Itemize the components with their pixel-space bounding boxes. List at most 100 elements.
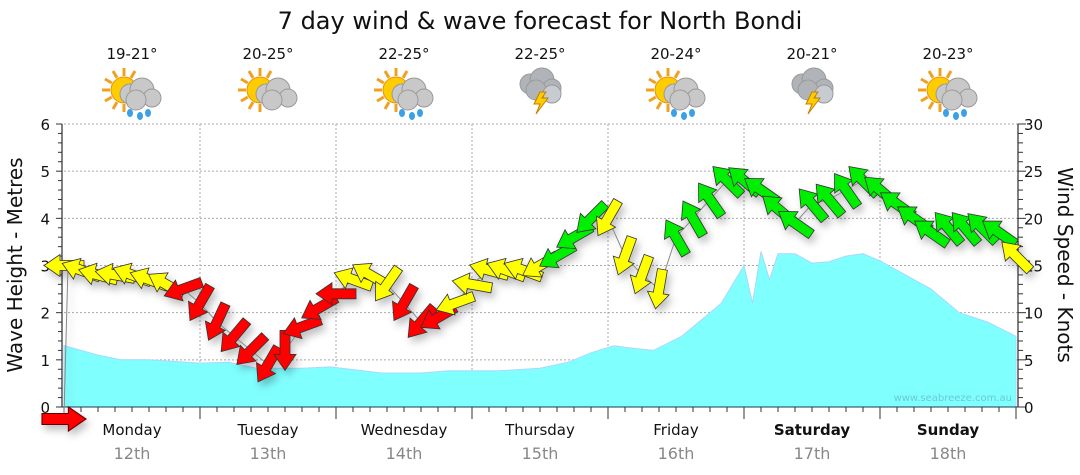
- y2-tick-label: 20: [1024, 210, 1043, 228]
- raindrop-icon: [145, 109, 151, 117]
- wind-arrow: [934, 211, 966, 247]
- sun-ray: [648, 77, 657, 85]
- y-tick-label: 1: [40, 352, 50, 370]
- cloud-puff: [669, 89, 691, 111]
- raindrop-icon: [681, 112, 687, 120]
- wind-arrow: [664, 219, 691, 258]
- day-date: 12th: [114, 444, 151, 463]
- weather-cloud-storm-icon: [519, 67, 562, 115]
- cloud-puff: [261, 89, 283, 111]
- day-temp: 20-21°: [786, 45, 837, 63]
- wind-arrow: [163, 277, 205, 302]
- sun-ray: [945, 70, 953, 79]
- sun-ray: [240, 95, 249, 103]
- sun-ray: [129, 70, 137, 79]
- weather-cloud-storm-icon: [791, 67, 834, 115]
- sun-ray: [927, 70, 935, 79]
- sun-ray: [383, 70, 391, 79]
- day-temp: 20-25°: [242, 45, 293, 63]
- cloud-puff: [397, 89, 419, 111]
- wave-height-area: [63, 251, 1017, 408]
- sun-ray: [655, 101, 663, 110]
- cloud-puff: [125, 89, 147, 111]
- day-name: Saturday: [774, 421, 851, 439]
- day-temp: 22-25°: [514, 45, 565, 63]
- day-date: 18th: [930, 444, 967, 463]
- sun-ray: [104, 95, 113, 103]
- raindrop-icon: [409, 112, 415, 120]
- wind-arrow: [596, 197, 623, 237]
- wind-arrow: [834, 173, 863, 210]
- wind-arrow: [815, 183, 847, 219]
- y2-tick-label: 0: [1024, 399, 1034, 417]
- raindrop-icon: [689, 109, 695, 117]
- sun-ray: [383, 101, 391, 110]
- wind-arrow: [188, 282, 215, 322]
- wind-arrow: [646, 268, 670, 310]
- raindrop-icon: [417, 109, 423, 117]
- day-date: 16th: [658, 444, 695, 463]
- raindrop-icon: [137, 112, 143, 120]
- wind-arrow: [204, 301, 231, 341]
- watermark: www.seabreeze.com.au: [894, 393, 1012, 404]
- chart-title: 7 day wind & wave forecast for North Bon…: [278, 7, 803, 35]
- weather-sun-cloud-icon: [238, 68, 298, 112]
- sun-ray: [111, 70, 119, 79]
- wind-arrow: [451, 272, 494, 296]
- wind-arrow: [220, 317, 252, 353]
- raindrop-icon: [127, 109, 133, 117]
- cloud-icon: [119, 77, 162, 111]
- cloud-puff: [941, 89, 963, 111]
- wind-arrow: [982, 220, 1019, 249]
- sun-ray: [655, 70, 663, 79]
- sun-ray: [247, 70, 255, 79]
- weather-sun-cloud-rain-icon: [646, 68, 706, 120]
- sun-ray: [673, 70, 681, 79]
- wind-arrow: [778, 211, 815, 240]
- weather-sun-cloud-rain-icon: [918, 68, 978, 120]
- y2-tick-label: 25: [1024, 163, 1043, 181]
- day-name: Sunday: [917, 421, 980, 439]
- day-name: Friday: [653, 421, 699, 439]
- wind-arrow: [273, 329, 297, 372]
- sun-ray: [920, 77, 929, 85]
- sun-ray: [927, 101, 935, 110]
- day-name: Monday: [102, 421, 161, 439]
- sun-ray: [111, 101, 119, 110]
- raindrop-icon: [953, 112, 959, 120]
- sun-ray: [376, 77, 385, 85]
- wind-arrow: [375, 264, 404, 302]
- y-tick-label: 0: [40, 399, 50, 417]
- sun-ray: [265, 70, 273, 79]
- day-temp: 22-25°: [378, 45, 429, 63]
- y2-tick-label: 10: [1024, 305, 1043, 323]
- y-tick-label: 2: [40, 305, 50, 323]
- weather-sun-cloud-rain-icon: [374, 68, 434, 120]
- sun-ray: [247, 101, 255, 110]
- sun-ray: [920, 95, 929, 103]
- day-name: Thursday: [504, 421, 575, 439]
- raindrop-icon: [961, 109, 967, 117]
- raindrop-icon: [943, 109, 949, 117]
- wind-arrow: [681, 200, 708, 239]
- cloud-icon: [391, 77, 434, 111]
- day-date: 15th: [522, 444, 559, 463]
- day-temp: 20-23°: [922, 45, 973, 63]
- y2-tick-label: 30: [1024, 116, 1043, 134]
- y2-tick-label: 5: [1024, 352, 1034, 370]
- cloud-icon: [255, 77, 298, 111]
- lightning-icon: [533, 91, 549, 115]
- wind-arrow: [914, 220, 951, 249]
- wind-arrow: [629, 253, 655, 295]
- wind-arrow: [798, 188, 830, 224]
- wind-arrow: [1001, 241, 1035, 275]
- sun-ray: [376, 95, 385, 103]
- wind-arrow: [951, 211, 983, 247]
- day-date: 17th: [794, 444, 831, 463]
- day-date: 14th: [386, 444, 423, 463]
- weather-sun-cloud-rain-icon: [102, 68, 162, 120]
- lightning-icon: [805, 91, 821, 115]
- y-tick-label: 5: [40, 163, 50, 181]
